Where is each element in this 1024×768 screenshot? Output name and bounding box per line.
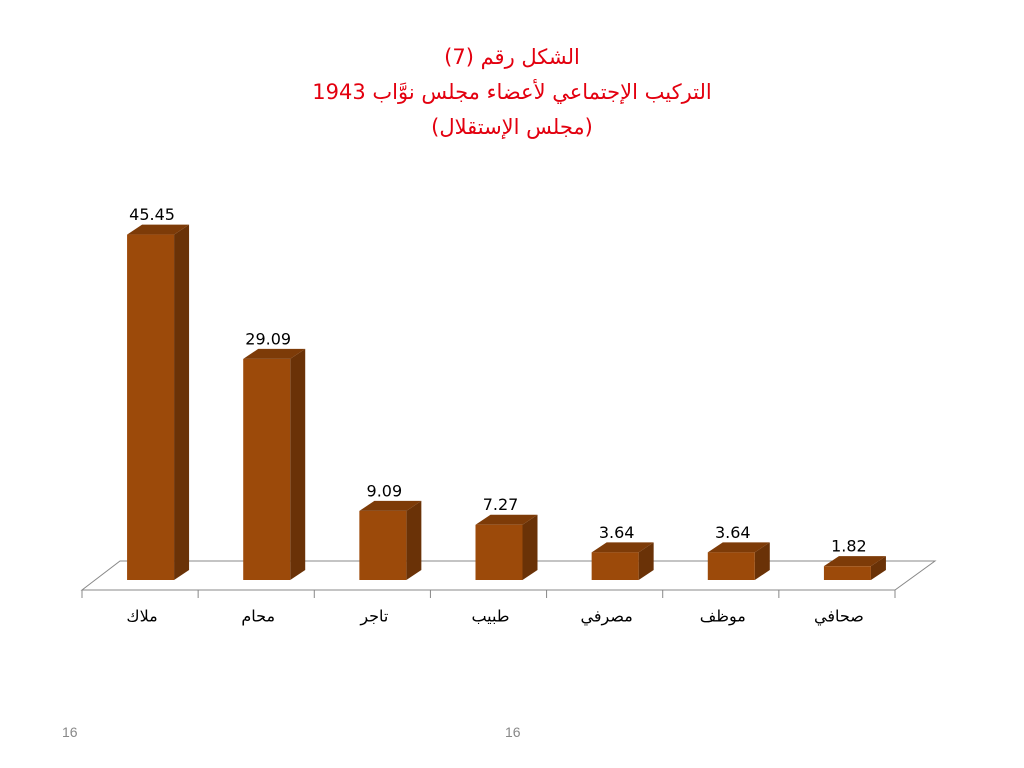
bar — [707, 552, 755, 580]
bar-side — [638, 542, 654, 580]
x-tick-label: صحافي — [814, 607, 864, 627]
bar-side — [754, 542, 770, 580]
chart: 45.45 ملاك 29.09 محام 9.09 تاجر 7.27 طبيب 3.64 مص… — [80, 205, 937, 627]
bar — [359, 510, 407, 580]
x-tick-label: مصرفي — [581, 607, 633, 627]
data-label: 1.82 — [831, 537, 867, 556]
bar-top — [823, 556, 886, 567]
bar-top — [707, 542, 770, 553]
bar-top — [243, 348, 306, 359]
bar — [823, 566, 871, 580]
bar-side — [174, 224, 190, 580]
x-tick-label: تاجر — [359, 607, 388, 627]
chart-title: التركيب الإجتماعي لأعضاء مجلس نوَّاب 194… — [312, 80, 712, 104]
data-label: 7.27 — [483, 495, 519, 514]
bar-top — [359, 500, 422, 511]
data-label: 3.64 — [599, 523, 635, 542]
bar — [475, 524, 523, 580]
bar — [591, 552, 639, 580]
x-tick-label: محام — [241, 607, 275, 626]
bar-side — [290, 348, 306, 580]
data-label: 9.09 — [367, 481, 403, 500]
x-tick-label: موظف — [700, 607, 746, 627]
bar-top — [127, 224, 190, 235]
bar — [243, 358, 291, 580]
page-number: 16 — [505, 724, 521, 740]
x-tick-label: ملاك — [126, 607, 157, 626]
bar-side — [870, 556, 886, 580]
slide-number: 16 — [62, 724, 78, 740]
bar — [127, 234, 175, 580]
data-label: 3.64 — [715, 523, 751, 542]
bar-side — [522, 514, 538, 580]
data-label: 45.45 — [129, 205, 175, 224]
bar-side — [406, 500, 422, 580]
chart-title: (مجلس الإستقلال) — [431, 115, 593, 139]
bar-top — [475, 514, 538, 525]
bar-top — [591, 542, 654, 553]
chart-title: الشكل رقم (7) — [444, 45, 580, 69]
x-tick-label: طبيب — [471, 607, 509, 626]
data-label: 29.09 — [245, 329, 291, 348]
